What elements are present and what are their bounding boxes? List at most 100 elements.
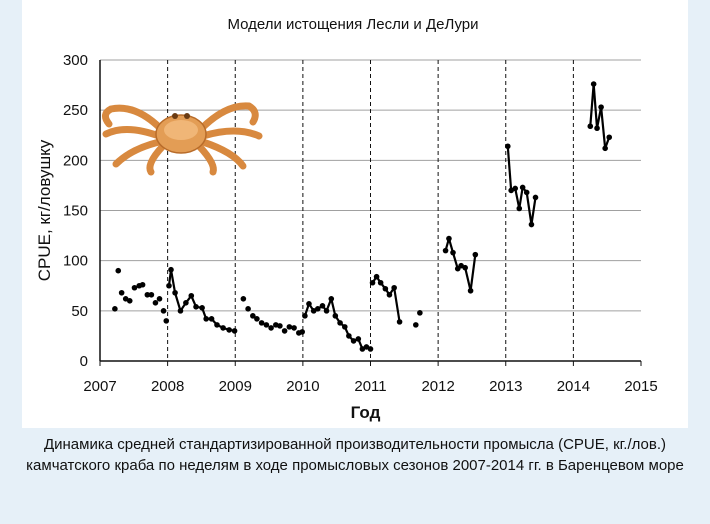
series-segment [530,197,537,225]
series-segment [169,269,177,293]
series-segment [525,192,533,225]
data-point [598,104,604,110]
chart-panel [22,0,688,428]
data-point [587,123,594,130]
x-tick-label: 2014 [557,378,590,395]
cpue-chart: 0 50 100 150 200 250 300 2007 2008 2009 2010 2011 20… [35,52,658,422]
series-2007 [112,267,170,324]
data-point [332,313,339,319]
data-point [606,134,613,141]
series-segment [464,267,472,292]
data-point [602,145,608,152]
data-point [291,325,297,331]
data-point [302,313,308,319]
data-point [226,327,232,333]
data-point [386,291,393,298]
data-point [306,301,312,307]
data-point [148,291,155,298]
axes: 0 50 100 150 200 250 300 2007 2008 2009 2010 2011 20… [35,52,658,422]
data-point [166,282,172,289]
y-tick-label: 100 [63,253,88,270]
data-point [172,289,178,296]
x-tick-label: 2015 [624,378,657,395]
data-point [263,322,270,328]
data-point [504,143,511,150]
data-point [160,308,167,314]
x-tick-label: 2009 [219,378,252,395]
data-point [512,185,519,192]
data-point [346,333,352,339]
data-point [177,308,184,314]
data-point [299,329,305,335]
data-point [369,279,376,286]
y-tick-label: 150 [63,203,88,220]
series-2010 [302,295,374,352]
figure-caption: Динамика средней стандартизированной про… [26,436,684,474]
series-2014 [587,81,613,152]
series-segment [330,298,337,317]
data-point [203,316,209,322]
x-tick-label: 2008 [151,378,184,395]
data-point [139,281,146,288]
data-point [152,300,159,306]
y-tick-label: 50 [71,303,88,320]
data-point [214,322,220,328]
data-point [377,279,384,286]
data-point [115,267,122,274]
data-point [382,285,389,292]
data-point [199,305,205,311]
data-point [208,316,215,322]
data-point [350,338,357,344]
data-point [240,295,247,302]
y-tick-label: 300 [63,52,88,69]
series-segment [174,292,182,312]
series-segment [506,146,513,191]
data-point [183,300,189,306]
crab-image [102,102,263,176]
data-point [144,291,151,298]
y-axis-title: CPUE, кг/ловушку [35,139,54,281]
data-point [188,292,195,299]
data-point [328,295,335,302]
data-point [268,325,274,331]
data-point [254,316,260,322]
data-point [131,284,138,291]
data-point [156,295,163,302]
data-point [373,273,380,280]
data-point [258,320,265,326]
data-point [342,324,348,330]
series-segment [469,254,477,291]
data-point [337,320,343,326]
data-point [528,221,535,228]
data-point [523,189,530,196]
y-tick-label: 0 [80,353,88,370]
y-tick-label: 200 [63,152,88,169]
data-point [367,346,374,352]
data-point [245,306,251,312]
series-2011 [369,273,403,325]
x-tick-label: 2011 [354,378,386,395]
data-point [532,194,539,201]
x-tick-label: 2007 [83,378,116,395]
data-point [163,318,170,324]
grid [100,59,641,361]
data-point [467,287,474,294]
data-point [472,251,479,258]
data-point [250,313,256,319]
data-point [286,324,293,330]
data-point [193,304,199,310]
data-point [220,325,226,331]
series-2009 [240,295,305,336]
data-point [462,264,468,271]
data-point [590,81,597,87]
x-tick-label: 2013 [489,378,522,395]
data-point [519,184,526,191]
series-2013 [504,143,539,228]
data-point [450,249,456,256]
data-point [417,310,423,316]
data-point [112,306,118,312]
data-point [277,323,283,329]
chart-title: Модели истощения Лесли и ДеЛури [227,16,479,33]
series-segment [518,187,524,209]
data-point [323,308,330,314]
